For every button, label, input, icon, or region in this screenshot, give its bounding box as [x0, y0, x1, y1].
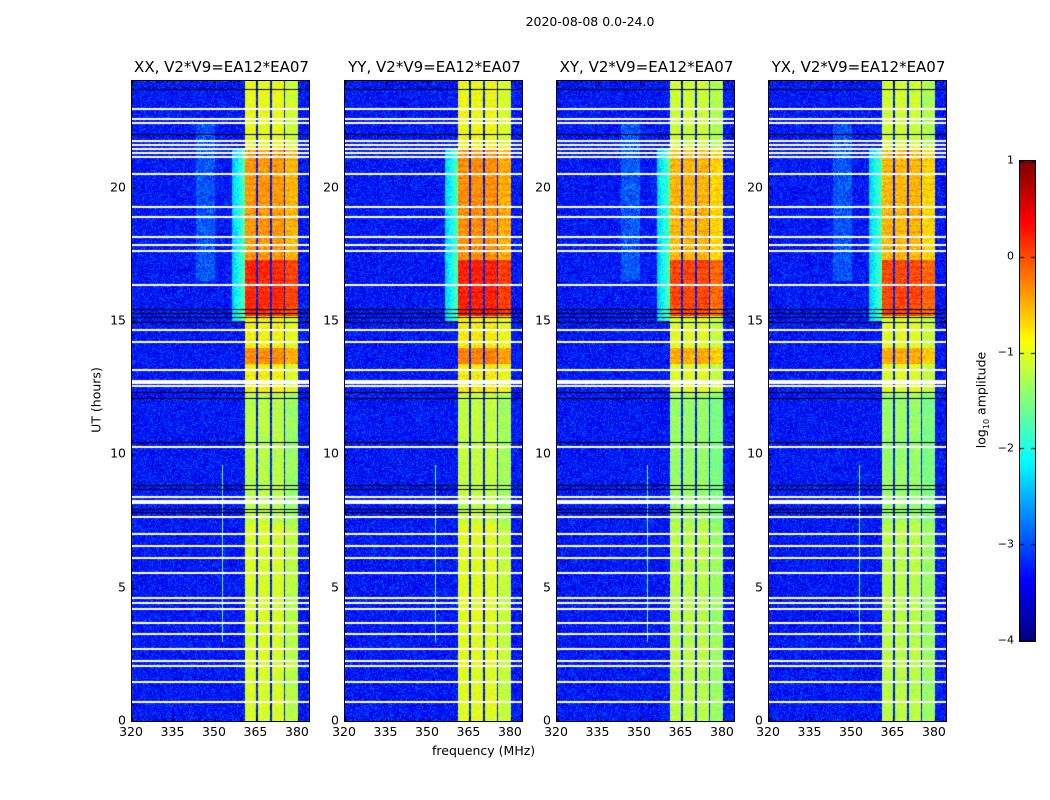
x-tick-label: 320 — [119, 724, 143, 739]
x-tick-label: 365 — [243, 724, 268, 739]
x-tick-label: 380 — [922, 724, 946, 739]
x-tick-label: 335 — [373, 724, 398, 739]
x-tick-label: 365 — [880, 724, 905, 739]
colorbar-tick-label: −3 — [997, 537, 1014, 551]
y-tick-label: 15 — [110, 312, 126, 328]
x-tick-label: 335 — [585, 724, 610, 739]
x-tick-label: 350 — [627, 724, 651, 739]
y-axis-label: UT (hours) — [88, 367, 104, 433]
y-tick-label: 0 — [118, 712, 126, 728]
colorbar-tick-label: 1 — [1007, 153, 1014, 167]
y-tick-label: 0 — [755, 712, 763, 728]
x-tick-label: 380 — [498, 724, 522, 739]
y-tick-label: 10 — [535, 445, 551, 461]
y-tick-label: 0 — [331, 712, 339, 728]
y-tick-label: 20 — [110, 179, 126, 195]
x-tick-label: 350 — [202, 724, 226, 739]
heatmap-panel-xx — [131, 80, 310, 722]
x-tick-label: 320 — [756, 724, 780, 739]
y-tick-label: 5 — [331, 579, 339, 595]
heatmap-panel-yx — [768, 80, 947, 722]
x-tick-label: 350 — [415, 724, 439, 739]
heatmap-panel-xy — [556, 80, 735, 722]
heatmap-panel-yy — [344, 80, 523, 722]
y-tick-label: 0 — [543, 712, 551, 728]
y-tick-label: 10 — [110, 445, 126, 461]
y-tick-label: 15 — [747, 312, 763, 328]
y-tick-label: 5 — [755, 579, 763, 595]
y-tick-label: 5 — [543, 579, 551, 595]
y-tick-label: 10 — [747, 445, 763, 461]
x-tick-label: 350 — [839, 724, 863, 739]
colorbar-tick-label: −4 — [997, 633, 1014, 647]
x-tick-label: 320 — [332, 724, 356, 739]
x-tick-label: 335 — [160, 724, 185, 739]
x-tick-label: 365 — [668, 724, 693, 739]
x-axis-label: frequency (MHz) — [432, 743, 536, 758]
x-tick-label: 335 — [797, 724, 822, 739]
colorbar-label: log10 amplitude — [973, 351, 991, 449]
y-tick-label: 15 — [323, 312, 339, 328]
panel-title: YX, V2*V9=EA12*EA07 — [771, 58, 946, 76]
y-tick-label: 20 — [535, 179, 551, 195]
x-tick-label: 380 — [710, 724, 734, 739]
y-tick-label: 20 — [747, 179, 763, 195]
y-tick-label: 10 — [323, 445, 339, 461]
colorbar-tick-label: −1 — [997, 345, 1014, 359]
colorbar — [1019, 160, 1036, 642]
colorbar-tick-label: −2 — [997, 441, 1014, 455]
colorbar-tick-label: 0 — [1007, 249, 1014, 263]
figure-title: 2020-08-08 0.0-24.0 — [525, 14, 655, 29]
panel-title: XX, V2*V9=EA12*EA07 — [134, 58, 309, 76]
y-tick-label: 5 — [118, 579, 126, 595]
y-tick-label: 20 — [323, 179, 339, 195]
x-tick-label: 380 — [285, 724, 309, 739]
panel-title: YY, V2*V9=EA12*EA07 — [348, 58, 521, 76]
panel-title: XY, V2*V9=EA12*EA07 — [559, 58, 734, 76]
x-tick-label: 320 — [544, 724, 568, 739]
x-tick-label: 365 — [456, 724, 481, 739]
y-tick-label: 15 — [535, 312, 551, 328]
